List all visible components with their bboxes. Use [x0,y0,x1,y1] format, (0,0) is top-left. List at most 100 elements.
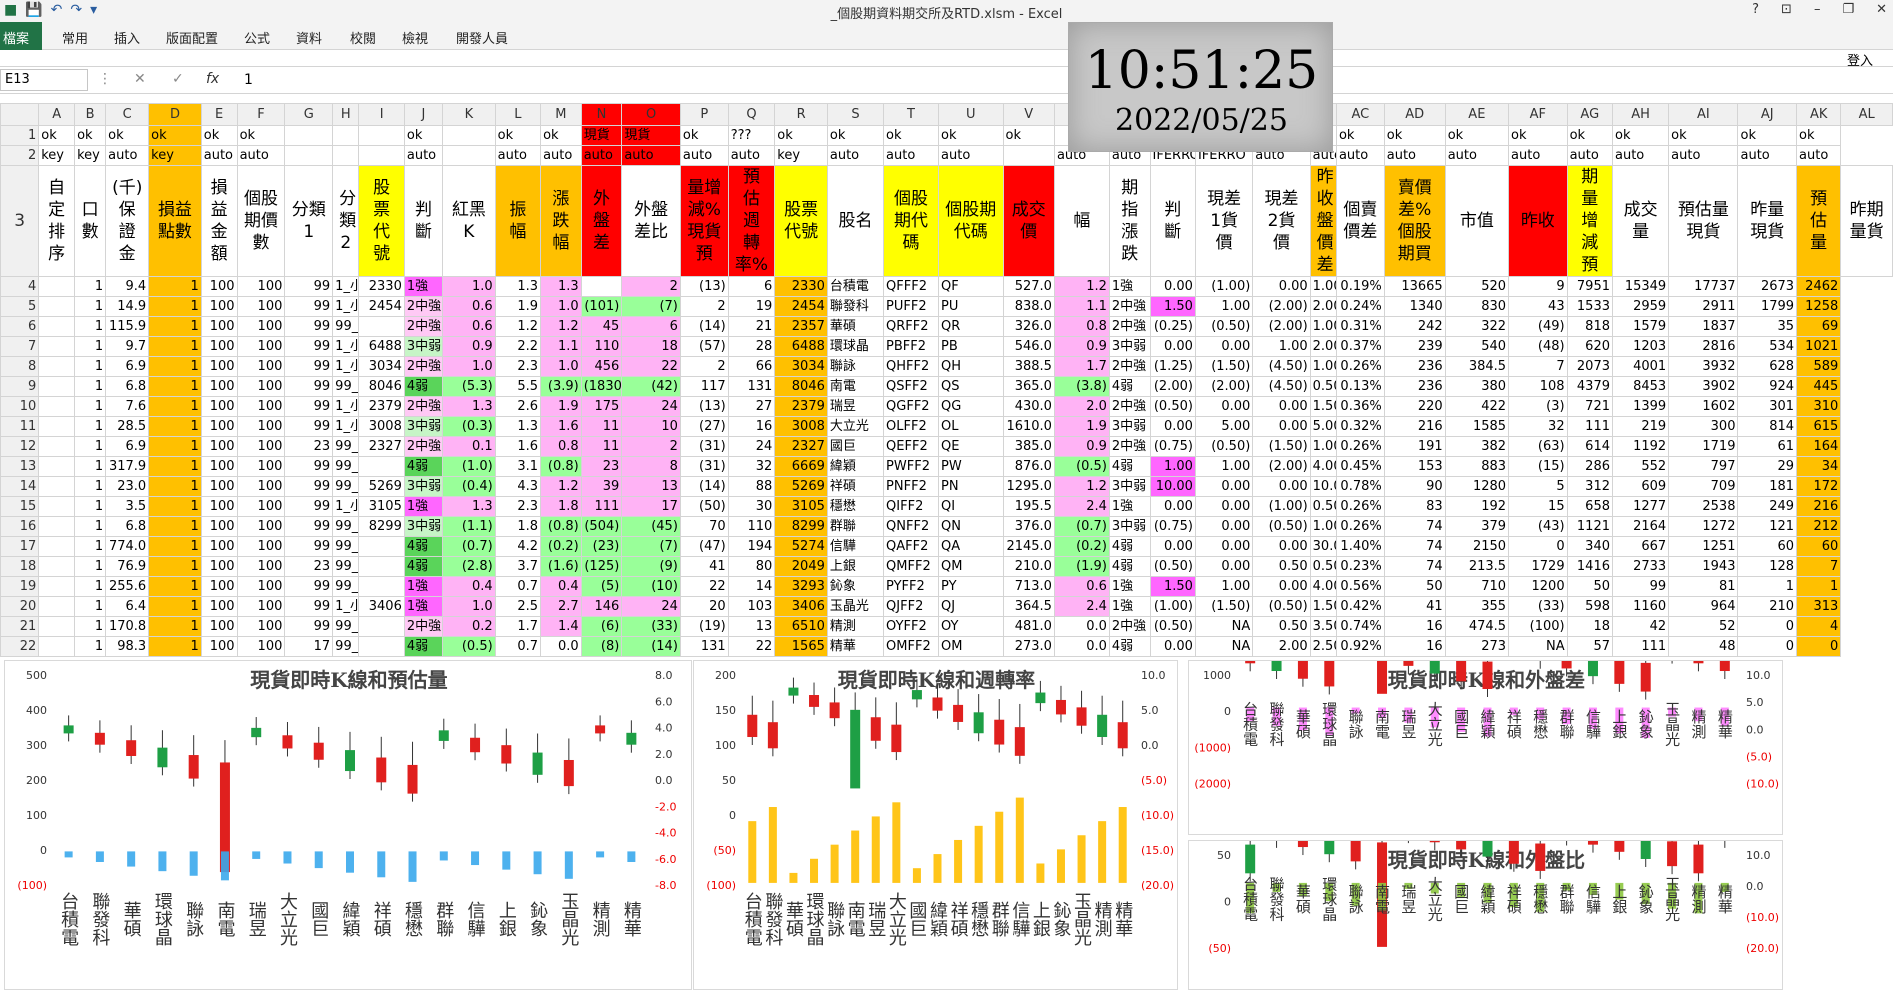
cell[interactable]: 0.0 [1053,636,1110,657]
cell[interactable]: AG [1566,103,1614,126]
cell[interactable]: 3105 [774,496,828,517]
cell[interactable]: 146 [580,596,623,617]
cell[interactable]: 1 [148,316,202,337]
cell[interactable]: auto [727,145,776,166]
cell[interactable]: 1280 [1444,476,1510,497]
cell[interactable]: auto [1335,145,1385,166]
cell[interactable]: 100 [236,376,286,397]
cell[interactable]: 17737 [1668,276,1739,297]
cell[interactable]: 74 [1383,536,1446,557]
cell[interactable]: 1.1 [1053,296,1110,317]
cell[interactable]: 3008 [358,416,405,437]
cell[interactable]: 22 [727,636,776,657]
cell[interactable]: 534 [1737,336,1798,357]
cell[interactable]: 2.50 [1309,636,1337,657]
cell[interactable]: ok [1002,125,1055,146]
cell[interactable]: 1 [74,356,107,377]
cell[interactable]: 0.50 [1309,376,1337,397]
cell[interactable]: 5269 [358,476,405,497]
cell[interactable]: 376.0 [1002,516,1055,537]
cell[interactable]: 100 [236,536,286,557]
cell[interactable]: 456 [580,356,623,377]
cell[interactable]: (7) [621,296,681,317]
cell[interactable]: 1強 [403,496,444,517]
cell[interactable]: 1_小型 [332,296,360,317]
cell[interactable]: (0.2) [1053,536,1110,557]
cell[interactable]: NA [1194,636,1254,657]
row-header[interactable]: 18 [0,556,40,577]
cell[interactable]: 99_ [332,516,360,537]
cell[interactable]: 1 [74,376,107,397]
chart-1[interactable]: 現貨即時K線和預估量 500 400 300 200 100 0 (100) 8.0 6.0 4.0… [4,660,692,990]
cell[interactable]: 34 [1796,456,1842,477]
cell[interactable]: 27 [727,396,776,417]
cell[interactable]: 99 [284,316,334,337]
cell[interactable]: 3中弱 [403,476,444,497]
cell[interactable]: 45 [580,316,623,337]
cell[interactable]: 615 [1796,416,1842,437]
cell[interactable]: 1_小型 [332,276,360,297]
cell[interactable]: ok [1668,125,1739,146]
cell[interactable]: QA [938,536,1004,557]
cell[interactable]: 219 [1611,416,1670,437]
chart-2[interactable]: 現貨即時K線和週轉率 200 150 100 50 0 (50) (100) 10.0 5.0 0.… [693,660,1178,990]
cell[interactable] [358,616,405,637]
cell[interactable]: 0 [1737,616,1798,637]
cell[interactable]: (31) [679,456,729,477]
cell[interactable]: 43 [1508,296,1568,317]
cell[interactable]: 0.00 [1252,536,1311,557]
cell[interactable]: 286 [1566,456,1614,477]
cell[interactable]: 10.00 [1309,476,1337,497]
cell[interactable]: (0.5) [1053,456,1110,477]
cell[interactable]: 1 [74,636,107,657]
cell[interactable]: (0.4) [442,476,496,497]
cell[interactable]: 18 [1566,616,1614,637]
cell[interactable]: 2454 [358,296,405,317]
row-header[interactable]: 20 [0,596,40,617]
cell[interactable]: (15) [1508,456,1568,477]
cell[interactable]: 273 [1444,636,1510,657]
cell[interactable]: 364.5 [1002,596,1055,617]
cell[interactable]: 1.00 [1252,336,1311,357]
cell[interactable]: 2733 [1611,556,1670,577]
worksheet-grid[interactable]: ABCDEFGHIJKLMNOPQRSTUVWXYZAAABACADAEAFAG… [0,103,1893,660]
cell[interactable]: 100 [236,356,286,377]
cell[interactable]: (1.50) [1194,596,1254,617]
cell[interactable]: 13 [621,476,681,497]
cell[interactable]: 3902 [1668,376,1739,397]
cell[interactable]: ok [148,125,202,146]
cell[interactable]: 552 [1611,456,1670,477]
cell[interactable]: 100 [200,476,238,497]
cell[interactable]: 90 [1383,476,1446,497]
cell[interactable]: H [332,103,360,126]
cell[interactable]: 242 [1383,316,1446,337]
row-header[interactable]: 15 [0,496,40,517]
cell[interactable]: 0.6 [442,296,496,317]
cell[interactable]: 0.00 [1252,576,1311,597]
cell[interactable]: 0.50 [1252,616,1311,637]
cell[interactable]: (0.8) [540,516,582,537]
cell[interactable]: 220 [1383,396,1446,417]
cell[interactable]: 2 [679,296,729,317]
save-icon[interactable]: 💾 [25,2,43,18]
cell[interactable]: (3.9) [540,376,582,397]
cell[interactable]: QAFF2 [883,536,940,557]
cell[interactable]: (千)保證金 [105,165,150,277]
cell[interactable]: 1強 [403,276,444,297]
cell[interactable]: 鈊象 [826,576,885,597]
cell[interactable]: 100 [200,396,238,417]
cell[interactable]: (0.5) [442,636,496,657]
cell[interactable] [38,536,76,557]
cell[interactable]: QIFF2 [883,496,940,517]
cell[interactable]: ok [1737,125,1798,146]
cell[interactable]: 昨期量貨 [1840,165,1893,277]
cell[interactable]: 現貨 [621,125,681,146]
cell[interactable]: (42) [621,376,681,397]
cell[interactable]: 0.9 [442,336,496,357]
cell[interactable] [38,416,76,437]
cell[interactable]: 30 [727,496,776,517]
cell[interactable]: 現貨 [580,125,623,146]
cell[interactable]: ok [236,125,286,146]
cell[interactable]: 1.0 [442,596,496,617]
cell[interactable]: 1837 [1668,316,1739,337]
